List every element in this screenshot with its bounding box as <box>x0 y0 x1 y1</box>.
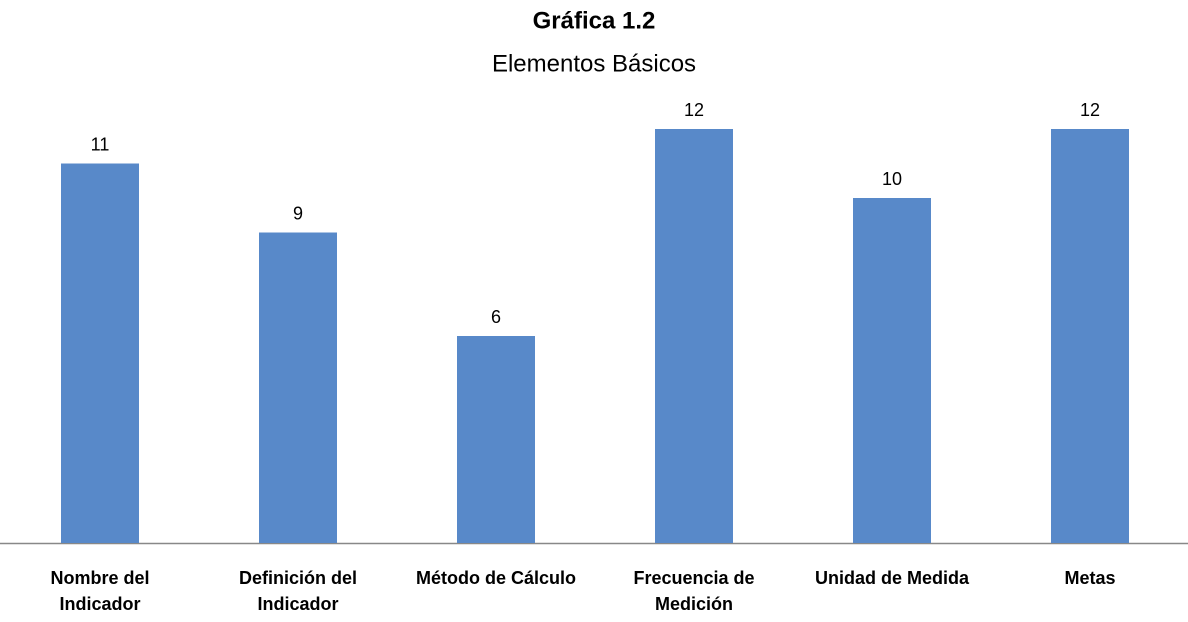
data-label: 12 <box>1080 100 1100 120</box>
bar <box>655 129 733 543</box>
x-tick-label: Metas <box>1064 568 1116 588</box>
data-label: 12 <box>684 100 704 120</box>
chart-subtitle: Elementos Básicos <box>492 50 696 77</box>
x-tick-label: Frecuencia de Medición <box>633 568 755 614</box>
bar <box>1051 129 1129 543</box>
x-tick-label: Unidad de Medida <box>814 568 969 588</box>
data-label: 10 <box>882 169 902 189</box>
x-tick-label: Nombre del Indicador <box>50 568 150 614</box>
x-tick-label: Método de Cálculo <box>416 568 577 588</box>
data-label: 11 <box>91 134 110 154</box>
chart-title: Gráfica 1.2 <box>533 7 656 34</box>
bar <box>853 198 931 543</box>
bar <box>457 336 535 543</box>
data-label: 6 <box>491 307 501 327</box>
x-tick-label: Definición del Indicador <box>238 568 357 614</box>
bar <box>259 232 337 543</box>
bar <box>61 163 139 543</box>
data-label: 9 <box>293 203 303 223</box>
